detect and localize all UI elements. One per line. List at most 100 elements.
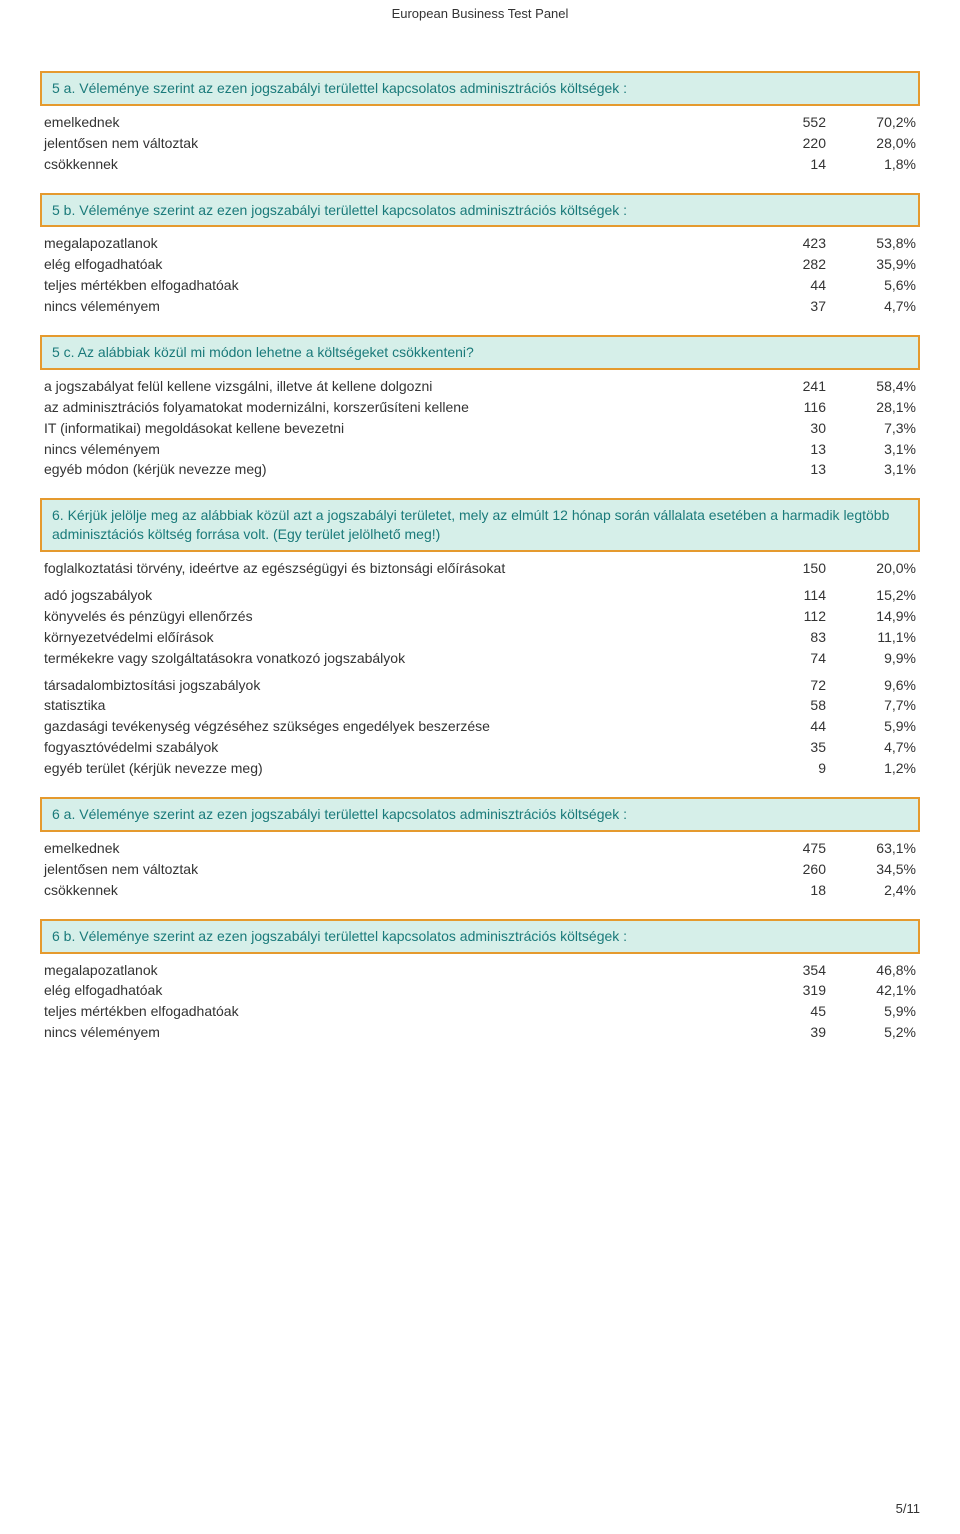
row-label: megalapozatlanok — [40, 960, 750, 981]
row-pct: 35,9% — [830, 254, 920, 275]
row-pct: 5,2% — [830, 1022, 920, 1043]
row-count: 44 — [750, 716, 830, 737]
document-header: European Business Test Panel — [40, 0, 920, 71]
row-count: 37 — [750, 296, 830, 317]
row-label: termékekre vagy szolgáltatásokra vonatko… — [40, 648, 750, 669]
section-5c: 5 c. Az alábbiak közül mi módon lehetne … — [40, 335, 920, 480]
row-count: 35 — [750, 737, 830, 758]
row-pct: 1,8% — [830, 154, 920, 175]
row-label: csökkennek — [40, 880, 750, 901]
row-count: 45 — [750, 1001, 830, 1022]
row-pct: 4,7% — [830, 737, 920, 758]
table-row: a jogszabályat felül kellene vizsgálni, … — [40, 376, 920, 397]
row-label: foglalkoztatási törvény, ideértve az egé… — [40, 558, 750, 579]
row-label: csökkennek — [40, 154, 750, 175]
row-pct: 5,6% — [830, 275, 920, 296]
table-row: adó jogszabályok 114 15,2% — [40, 585, 920, 606]
table-row: nincs véleményem 39 5,2% — [40, 1022, 920, 1043]
table-row: emelkednek 552 70,2% — [40, 112, 920, 133]
row-pct: 2,4% — [830, 880, 920, 901]
table-6b: megalapozatlanok 354 46,8% elég elfogadh… — [40, 960, 920, 1044]
section-6b: 6 b. Véleménye szerint az ezen jogszabál… — [40, 919, 920, 1043]
row-pct: 4,7% — [830, 296, 920, 317]
row-label: nincs véleményem — [40, 439, 750, 460]
row-pct: 5,9% — [830, 716, 920, 737]
table-row: csökkennek 14 1,8% — [40, 154, 920, 175]
row-count: 83 — [750, 627, 830, 648]
row-count: 18 — [750, 880, 830, 901]
row-count: 13 — [750, 439, 830, 460]
row-pct: 11,1% — [830, 627, 920, 648]
table-6a: emelkednek 475 63,1% jelentősen nem vált… — [40, 838, 920, 901]
row-pct: 9,6% — [830, 675, 920, 696]
row-label: gazdasági tevékenység végzéséhez szükség… — [40, 716, 750, 737]
row-count: 475 — [750, 838, 830, 859]
question-box-5a: 5 a. Véleménye szerint az ezen jogszabál… — [40, 71, 920, 106]
table-row: teljes mértékben elfogadhatóak 45 5,9% — [40, 1001, 920, 1022]
row-count: 74 — [750, 648, 830, 669]
row-label: elég elfogadhatóak — [40, 980, 750, 1001]
table-row: könyvelés és pénzügyi ellenőrzés 112 14,… — [40, 606, 920, 627]
row-count: 220 — [750, 133, 830, 154]
row-pct: 58,4% — [830, 376, 920, 397]
row-pct: 7,7% — [830, 695, 920, 716]
row-label: környezetvédelmi előírások — [40, 627, 750, 648]
table-row: fogyasztóvédelmi szabályok 35 4,7% — [40, 737, 920, 758]
row-label: adó jogszabályok — [40, 585, 750, 606]
row-pct: 15,2% — [830, 585, 920, 606]
table-row: csökkennek 18 2,4% — [40, 880, 920, 901]
row-label: emelkednek — [40, 838, 750, 859]
row-pct: 63,1% — [830, 838, 920, 859]
row-count: 30 — [750, 418, 830, 439]
row-count: 14 — [750, 154, 830, 175]
table-row: teljes mértékben elfogadhatóak 44 5,6% — [40, 275, 920, 296]
table-row: jelentősen nem változtak 260 34,5% — [40, 859, 920, 880]
row-count: 150 — [750, 558, 830, 579]
question-box-5c: 5 c. Az alábbiak közül mi módon lehetne … — [40, 335, 920, 370]
table-row: IT (informatikai) megoldásokat kellene b… — [40, 418, 920, 439]
section-5b: 5 b. Véleménye szerint az ezen jogszabál… — [40, 193, 920, 317]
table-row: statisztika 58 7,7% — [40, 695, 920, 716]
row-label: egyéb módon (kérjük nevezze meg) — [40, 459, 750, 480]
row-count: 13 — [750, 459, 830, 480]
row-label: teljes mértékben elfogadhatóak — [40, 1001, 750, 1022]
row-count: 72 — [750, 675, 830, 696]
section-6: 6. Kérjük jelölje meg az alábbiak közül … — [40, 498, 920, 779]
table-row: az adminisztrációs folyamatokat moderniz… — [40, 397, 920, 418]
table-row: termékekre vagy szolgáltatásokra vonatko… — [40, 648, 920, 669]
row-label: megalapozatlanok — [40, 233, 750, 254]
table-row: elég elfogadhatóak 319 42,1% — [40, 980, 920, 1001]
table-row: nincs véleményem 13 3,1% — [40, 439, 920, 460]
row-label: társadalombiztosítási jogszabályok — [40, 675, 750, 696]
table-5c: a jogszabályat felül kellene vizsgálni, … — [40, 376, 920, 480]
row-pct: 9,9% — [830, 648, 920, 669]
table-5b: megalapozatlanok 423 53,8% elég elfogadh… — [40, 233, 920, 317]
table-row: foglalkoztatási törvény, ideértve az egé… — [40, 558, 920, 579]
row-pct: 7,3% — [830, 418, 920, 439]
row-pct: 28,0% — [830, 133, 920, 154]
question-box-5b: 5 b. Véleménye szerint az ezen jogszabál… — [40, 193, 920, 228]
question-box-6a: 6 a. Véleménye szerint az ezen jogszabál… — [40, 797, 920, 832]
row-pct: 1,2% — [830, 758, 920, 779]
row-label: könyvelés és pénzügyi ellenőrzés — [40, 606, 750, 627]
row-label: az adminisztrációs folyamatokat moderniz… — [40, 397, 750, 418]
row-count: 423 — [750, 233, 830, 254]
row-count: 116 — [750, 397, 830, 418]
row-pct: 34,5% — [830, 859, 920, 880]
row-pct: 46,8% — [830, 960, 920, 981]
row-count: 282 — [750, 254, 830, 275]
row-count: 552 — [750, 112, 830, 133]
row-count: 241 — [750, 376, 830, 397]
table-5a: emelkednek 552 70,2% jelentősen nem vált… — [40, 112, 920, 175]
table-row: jelentősen nem változtak 220 28,0% — [40, 133, 920, 154]
row-label: jelentősen nem változtak — [40, 859, 750, 880]
row-label: fogyasztóvédelmi szabályok — [40, 737, 750, 758]
row-pct: 28,1% — [830, 397, 920, 418]
row-pct: 42,1% — [830, 980, 920, 1001]
table-row: egyéb terület (kérjük nevezze meg) 9 1,2… — [40, 758, 920, 779]
question-box-6: 6. Kérjük jelölje meg az alábbiak közül … — [40, 498, 920, 552]
section-5a: 5 a. Véleménye szerint az ezen jogszabál… — [40, 71, 920, 175]
row-label: statisztika — [40, 695, 750, 716]
row-count: 114 — [750, 585, 830, 606]
table-row: megalapozatlanok 354 46,8% — [40, 960, 920, 981]
